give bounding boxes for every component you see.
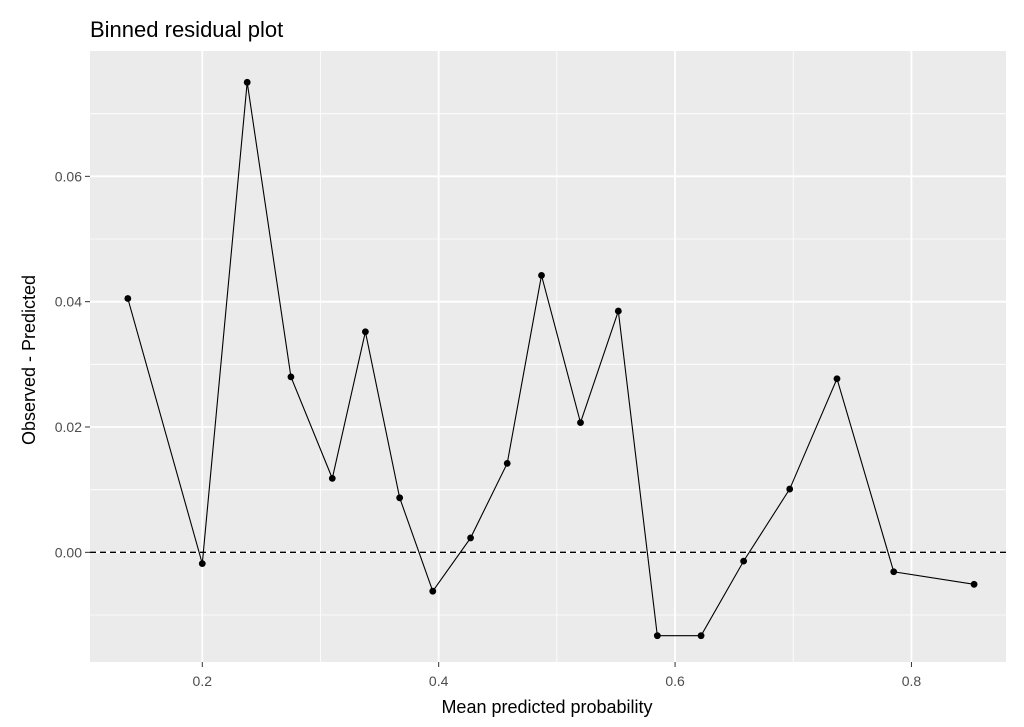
x-tick-label: 0.6 [665,673,685,689]
plot-panel [90,51,1006,662]
x-axis-ticks: 0.2 0.4 0.6 0.8 [193,662,922,689]
data-point [124,295,132,302]
residual-series [124,78,978,640]
data-point [198,560,206,568]
data-point [361,328,369,336]
x-tick-label: 0.8 [902,673,922,689]
y-tick-label: 0.04 [55,294,82,310]
data-point [614,307,622,315]
y-tick-label: 0.00 [55,544,82,560]
data-point [577,419,584,427]
data-point [740,557,748,565]
y-axis-label: Observed - Predicted [19,275,39,445]
y-axis-ticks: 0.00 0.02 0.04 0.06 [55,168,90,560]
data-point [653,632,661,640]
data-point [429,587,437,595]
series-line [127,82,975,637]
x-axis-label: Mean predicted probability [441,697,652,717]
data-point [243,78,251,86]
data-point [503,459,511,467]
data-point [786,485,794,493]
chart-title: Binned residual plot [90,17,283,42]
data-point [697,632,705,640]
data-point [970,580,978,588]
data-point [890,568,898,576]
data-point [538,271,545,279]
minor-gridlines [90,51,1006,662]
y-tick-label: 0.06 [55,168,82,184]
data-point [833,375,841,383]
x-tick-label: 0.4 [429,673,449,689]
data-point [328,474,336,482]
data-point [467,534,474,542]
data-point [287,373,295,381]
y-tick-label: 0.02 [55,419,82,435]
x-tick-label: 0.2 [193,673,213,689]
data-point [396,494,404,502]
